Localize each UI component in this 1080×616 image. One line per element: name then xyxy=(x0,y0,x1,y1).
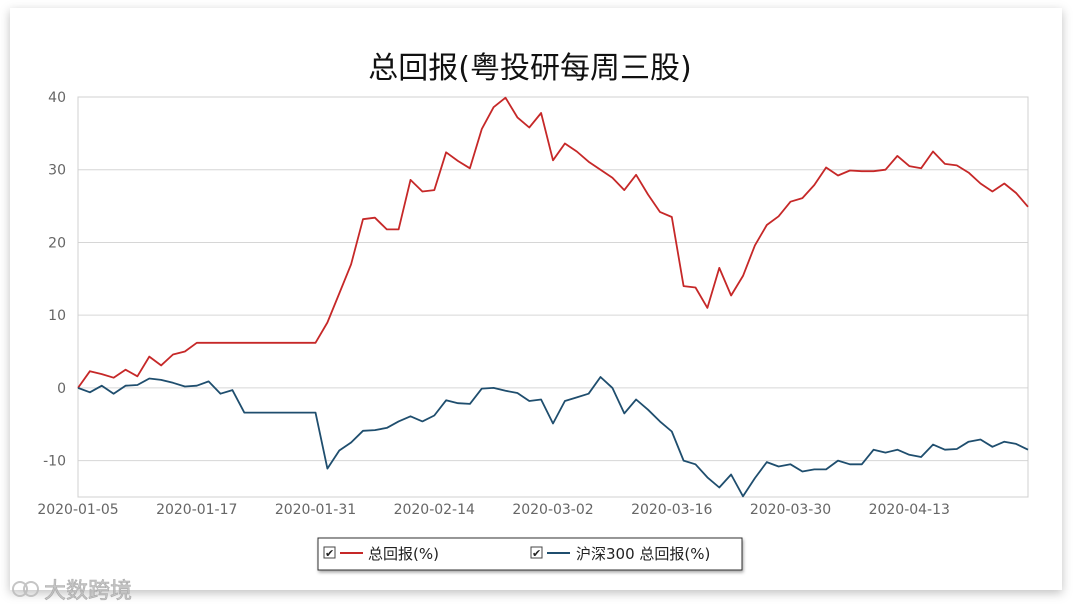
chart-title: 总回报(粤投研每周三股) xyxy=(368,51,691,86)
x-tick-label: 2020-01-31 xyxy=(275,502,356,518)
x-tick-label: 2020-02-14 xyxy=(394,502,475,518)
checkmark-icon: ✔ xyxy=(532,547,541,560)
watermark-logo-icon xyxy=(23,581,39,597)
x-tick-label: 2020-01-17 xyxy=(156,502,237,518)
y-tick-label: -10 xyxy=(43,454,66,470)
watermark: 大数跨境 xyxy=(12,579,132,604)
legend-checkbox-2[interactable] xyxy=(530,546,543,559)
x-tick-label: 2020-03-02 xyxy=(512,502,593,518)
checkmark-icon: ✔ xyxy=(325,547,334,560)
y-tick-label: 0 xyxy=(57,381,66,397)
legend: ✔ 总回报(%) ✔ 沪深300 总回报(%) xyxy=(317,537,743,571)
legend-label-1: 总回报(%) xyxy=(368,545,439,563)
legend-label-2: 沪深300 总回报(%) xyxy=(576,545,710,563)
series-line-2 xyxy=(77,376,1029,498)
x-tick-label: 2020-01-05 xyxy=(37,502,118,518)
x-tick-label: 2020-03-30 xyxy=(750,502,831,518)
y-tick-label: 30 xyxy=(48,163,66,179)
y-axis-tick-labels: 40 30 20 10 0 -10 xyxy=(43,90,66,470)
watermark-logo-icon xyxy=(12,581,28,597)
chart-card xyxy=(10,8,1062,590)
series-lines xyxy=(77,96,1029,498)
y-tick-label: 10 xyxy=(48,308,66,324)
x-tick-label: 2020-04-13 xyxy=(869,502,950,518)
y-tick-label: 40 xyxy=(48,90,66,106)
legend-item-1[interactable]: ✔ 总回报(%) xyxy=(323,545,439,563)
plot-area xyxy=(77,96,1029,498)
x-tick-label: 2020-03-16 xyxy=(631,502,712,518)
x-axis-tick-labels: 2020-01-05 2020-01-17 2020-01-31 2020-02-14… xyxy=(37,502,950,518)
legend-item-2[interactable]: ✔ 沪深300 总回报(%) xyxy=(530,545,710,563)
legend-checkbox-1[interactable] xyxy=(323,546,336,559)
series-line-1 xyxy=(77,96,1029,389)
legend-box xyxy=(317,537,743,571)
y-tick-label: 20 xyxy=(48,235,66,251)
watermark-text: 大数跨境 xyxy=(44,579,132,604)
